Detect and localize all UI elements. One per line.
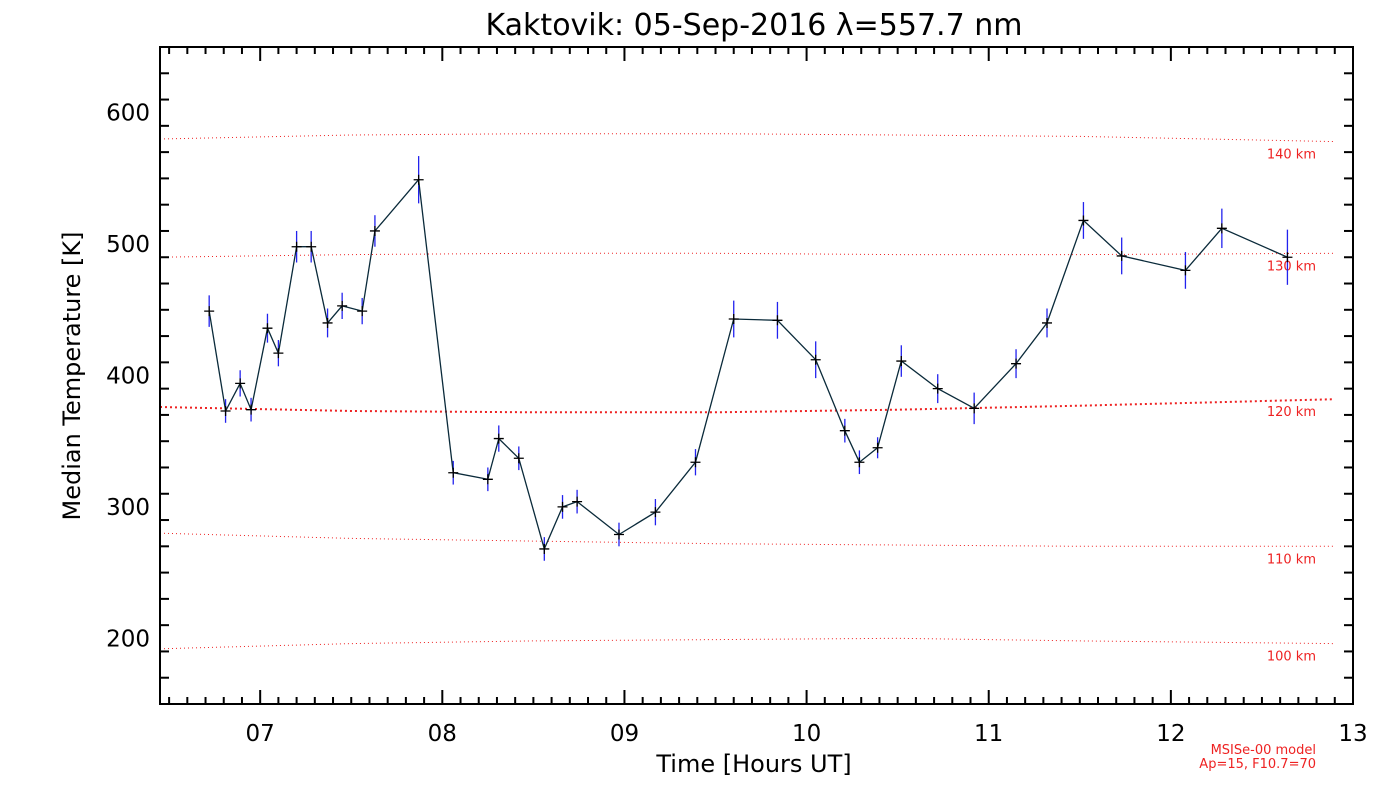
data-point	[1042, 317, 1053, 328]
chart-title: Kaktovik: 05-Sep-2016 λ=557.7 nm	[486, 8, 1023, 43]
data-point	[1011, 358, 1022, 369]
data-point	[872, 442, 883, 453]
data-point	[839, 425, 850, 436]
y-tick-label: 500	[106, 232, 150, 258]
data-point	[932, 383, 943, 394]
data-point	[273, 348, 284, 359]
reference-line	[159, 532, 1335, 547]
x-tick-labels: 07 08 09 10 11 12 13	[246, 721, 1368, 747]
data-point	[413, 174, 424, 185]
reference-label: 130 km	[1267, 259, 1316, 274]
data-point	[896, 356, 907, 367]
data-point	[493, 433, 504, 444]
data-point	[969, 403, 980, 414]
y-axis-label: Median Temperature [K]	[58, 231, 86, 520]
reference-label: 140 km	[1267, 148, 1316, 163]
model-reference-lines	[159, 133, 1335, 650]
data-point	[690, 457, 701, 468]
y-tick-label: 200	[106, 626, 150, 652]
plot-frame	[159, 46, 1354, 705]
data-point	[1282, 252, 1293, 263]
x-tick-label: 09	[610, 721, 639, 747]
data-point	[613, 529, 624, 540]
data-point	[728, 313, 739, 324]
x-tick-label: 13	[1338, 721, 1367, 747]
x-axis-label: Time [Hours UT]	[655, 750, 851, 778]
data-point	[557, 501, 568, 512]
data-point	[448, 467, 459, 478]
y-tick-label: 600	[106, 101, 150, 127]
data-point	[810, 354, 821, 365]
reference-label: 110 km	[1267, 552, 1316, 567]
reference-line	[159, 133, 1335, 143]
data-point	[262, 323, 273, 334]
y-tick-label: 300	[106, 495, 150, 521]
x-tick-label: 08	[428, 721, 457, 747]
axis-ticks	[160, 46, 1354, 705]
data-point	[772, 315, 783, 326]
x-tick-label: 10	[792, 721, 821, 747]
data-point	[204, 306, 215, 317]
y-tick-labels: 200 300 400 500 600	[106, 101, 150, 653]
data-point	[291, 241, 302, 252]
data-point	[220, 405, 231, 416]
data-point	[513, 453, 524, 464]
data-point	[357, 306, 368, 317]
error-bars	[208, 156, 1289, 561]
data-point	[1180, 265, 1191, 276]
data-point	[306, 241, 317, 252]
reference-line	[159, 252, 1335, 258]
data-point	[1078, 215, 1089, 226]
data-point-markers	[204, 174, 1293, 554]
data-point	[854, 457, 865, 468]
data-point	[650, 507, 661, 518]
model-annotation-line-2: Ap=15, F10.7=70	[1199, 757, 1316, 772]
y-tick-label: 400	[106, 364, 150, 390]
data-point	[539, 543, 550, 554]
model-annotation-line-1: MSISe-00 model	[1211, 743, 1316, 758]
reference-label: 100 km	[1267, 650, 1316, 665]
data-point	[337, 300, 348, 311]
x-tick-label: 12	[1156, 721, 1185, 747]
reference-line	[159, 398, 1335, 414]
x-tick-label: 07	[246, 721, 275, 747]
data-point	[322, 317, 333, 328]
data-point	[1116, 250, 1127, 261]
data-point	[235, 378, 246, 389]
reference-line	[159, 637, 1335, 650]
temperature-series	[208, 178, 1288, 551]
data-point	[572, 496, 583, 507]
data-point	[246, 404, 257, 415]
x-tick-label: 11	[974, 721, 1003, 747]
model-reference-labels: 140 km 130 km 120 km 110 km 100 km	[1267, 148, 1316, 665]
data-point	[482, 474, 493, 485]
data-point	[1216, 223, 1227, 234]
reference-label: 120 km	[1267, 405, 1316, 420]
data-point	[369, 225, 380, 236]
series-line	[208, 178, 1288, 551]
